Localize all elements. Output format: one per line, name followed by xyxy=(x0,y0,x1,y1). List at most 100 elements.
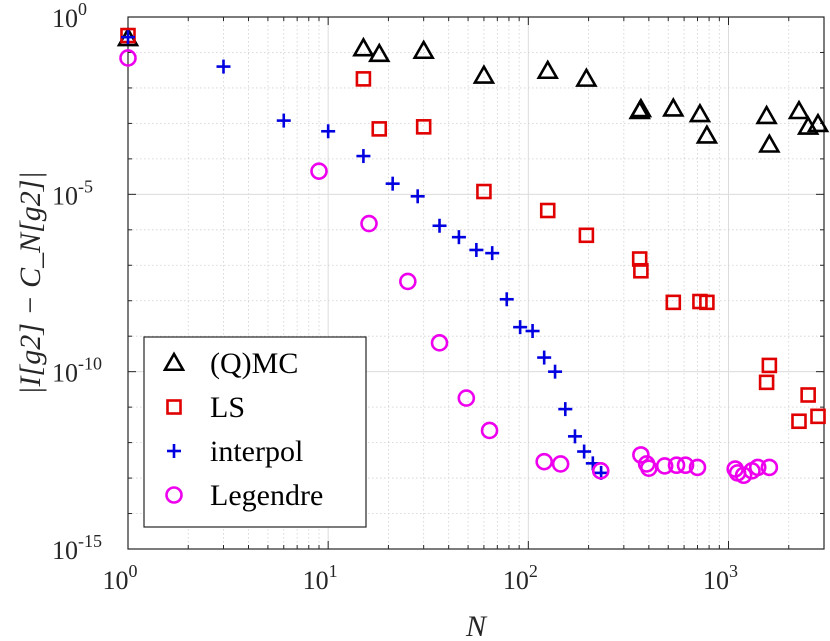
point-legendre xyxy=(119,49,137,67)
point-legendre xyxy=(676,456,695,475)
point-ls xyxy=(578,227,595,244)
legend-label-legendre: Legendre xyxy=(210,479,323,512)
point-q-mc xyxy=(662,97,685,117)
point-ls xyxy=(810,408,826,425)
point-interpol xyxy=(432,218,447,233)
y-tick-label-exponent: -15 xyxy=(78,531,102,551)
series-interpol xyxy=(121,30,609,480)
y-tick-label-base: 10 xyxy=(52,536,78,565)
point-interpol xyxy=(499,292,514,307)
point-interpol xyxy=(451,230,466,245)
point-ls xyxy=(633,262,649,279)
point-interpol xyxy=(577,444,592,459)
y-tick-label-exponent: -5 xyxy=(78,176,93,196)
x-tick-label: 101 xyxy=(303,561,338,595)
point-interpol xyxy=(216,59,231,74)
series-ls xyxy=(120,27,826,430)
point-q-mc xyxy=(787,99,811,120)
y-tick-label-base: 10 xyxy=(52,4,78,33)
point-legendre xyxy=(655,457,674,475)
point-legendre xyxy=(430,334,449,352)
grid-lines xyxy=(127,16,825,550)
x-tick-label: 100 xyxy=(103,561,138,595)
point-legendre xyxy=(399,272,417,291)
x-tick-label-exponent: 1 xyxy=(329,561,338,581)
point-legendre xyxy=(535,452,553,471)
x-tick-label-exponent: 3 xyxy=(729,561,738,581)
point-ls xyxy=(665,294,682,311)
axes-frame xyxy=(127,16,825,550)
point-interpol xyxy=(469,242,484,257)
y-axis-label-text: |I[g2] − C_N[g2]| xyxy=(14,171,47,394)
x-tick-label-exponent: 2 xyxy=(529,561,538,581)
x-tick-label: 103 xyxy=(703,561,738,595)
point-q-mc xyxy=(412,39,435,60)
point-legendre xyxy=(591,462,610,480)
point-q-mc xyxy=(352,36,375,57)
legend-label-interpol: interpol xyxy=(210,435,303,468)
point-legendre xyxy=(480,421,499,440)
y-tick-label: 100 xyxy=(52,0,87,33)
point-interpol xyxy=(537,350,552,365)
series-legendre xyxy=(119,49,779,485)
point-q-mc xyxy=(695,124,719,144)
point-q-mc xyxy=(758,133,781,153)
x-tick-label-base: 10 xyxy=(303,566,329,595)
y-tick-label-exponent: -10 xyxy=(78,354,102,374)
point-ls xyxy=(699,294,715,311)
data-marks xyxy=(116,26,830,485)
legend-label-q-mc: (Q)MC xyxy=(210,347,298,380)
point-ls xyxy=(539,202,556,219)
point-interpol xyxy=(513,320,528,335)
point-ls xyxy=(761,357,778,374)
point-ls xyxy=(758,374,775,391)
legend-label-ls: LS xyxy=(210,391,245,424)
y-tick-label-base: 10 xyxy=(52,181,78,210)
point-q-mc xyxy=(688,102,712,123)
x-tick-label-base: 10 xyxy=(703,566,729,595)
point-q-mc xyxy=(368,42,391,63)
point-ls xyxy=(355,71,372,87)
y-tick-label-base: 10 xyxy=(52,359,78,388)
x-tick-label-exponent: 0 xyxy=(129,561,138,581)
point-q-mc xyxy=(806,112,830,133)
point-legendre xyxy=(310,162,328,180)
point-legendre xyxy=(457,389,476,407)
point-interpol xyxy=(558,402,573,417)
point-q-mc xyxy=(755,104,778,125)
point-ls xyxy=(371,121,388,137)
y-tick-label: 10-10 xyxy=(52,354,102,388)
point-interpol xyxy=(410,189,425,204)
y-tick-label: 10-5 xyxy=(52,176,93,210)
point-legendre xyxy=(760,458,779,477)
point-legendre xyxy=(734,466,753,485)
point-ls xyxy=(791,413,807,430)
point-legendre xyxy=(688,458,707,477)
y-tick-label-exponent: 0 xyxy=(78,0,87,19)
point-interpol xyxy=(321,124,336,139)
point-interpol xyxy=(121,30,135,45)
point-legendre xyxy=(667,456,686,475)
legend-marker-q-mc xyxy=(162,351,186,372)
legend-marker-legendre xyxy=(165,486,183,504)
x-tick-label: 102 xyxy=(503,561,538,595)
point-legendre xyxy=(551,455,570,473)
point-q-mc xyxy=(536,59,559,80)
x-axis-label: N xyxy=(465,610,488,641)
legend-marker-interpol xyxy=(167,444,181,458)
point-interpol xyxy=(548,364,563,379)
point-interpol xyxy=(485,246,500,261)
point-legendre xyxy=(360,214,378,233)
point-q-mc xyxy=(472,64,496,84)
point-ls xyxy=(415,119,432,135)
point-interpol xyxy=(567,429,582,444)
y-axis-label: |I[g2] − C_N[g2]| xyxy=(14,171,47,394)
series-q-mc xyxy=(116,26,830,153)
point-interpol xyxy=(385,176,400,191)
point-interpol xyxy=(525,324,540,339)
y-tick-label: 10-15 xyxy=(52,531,102,565)
point-legendre xyxy=(748,458,767,477)
axes xyxy=(127,16,825,550)
